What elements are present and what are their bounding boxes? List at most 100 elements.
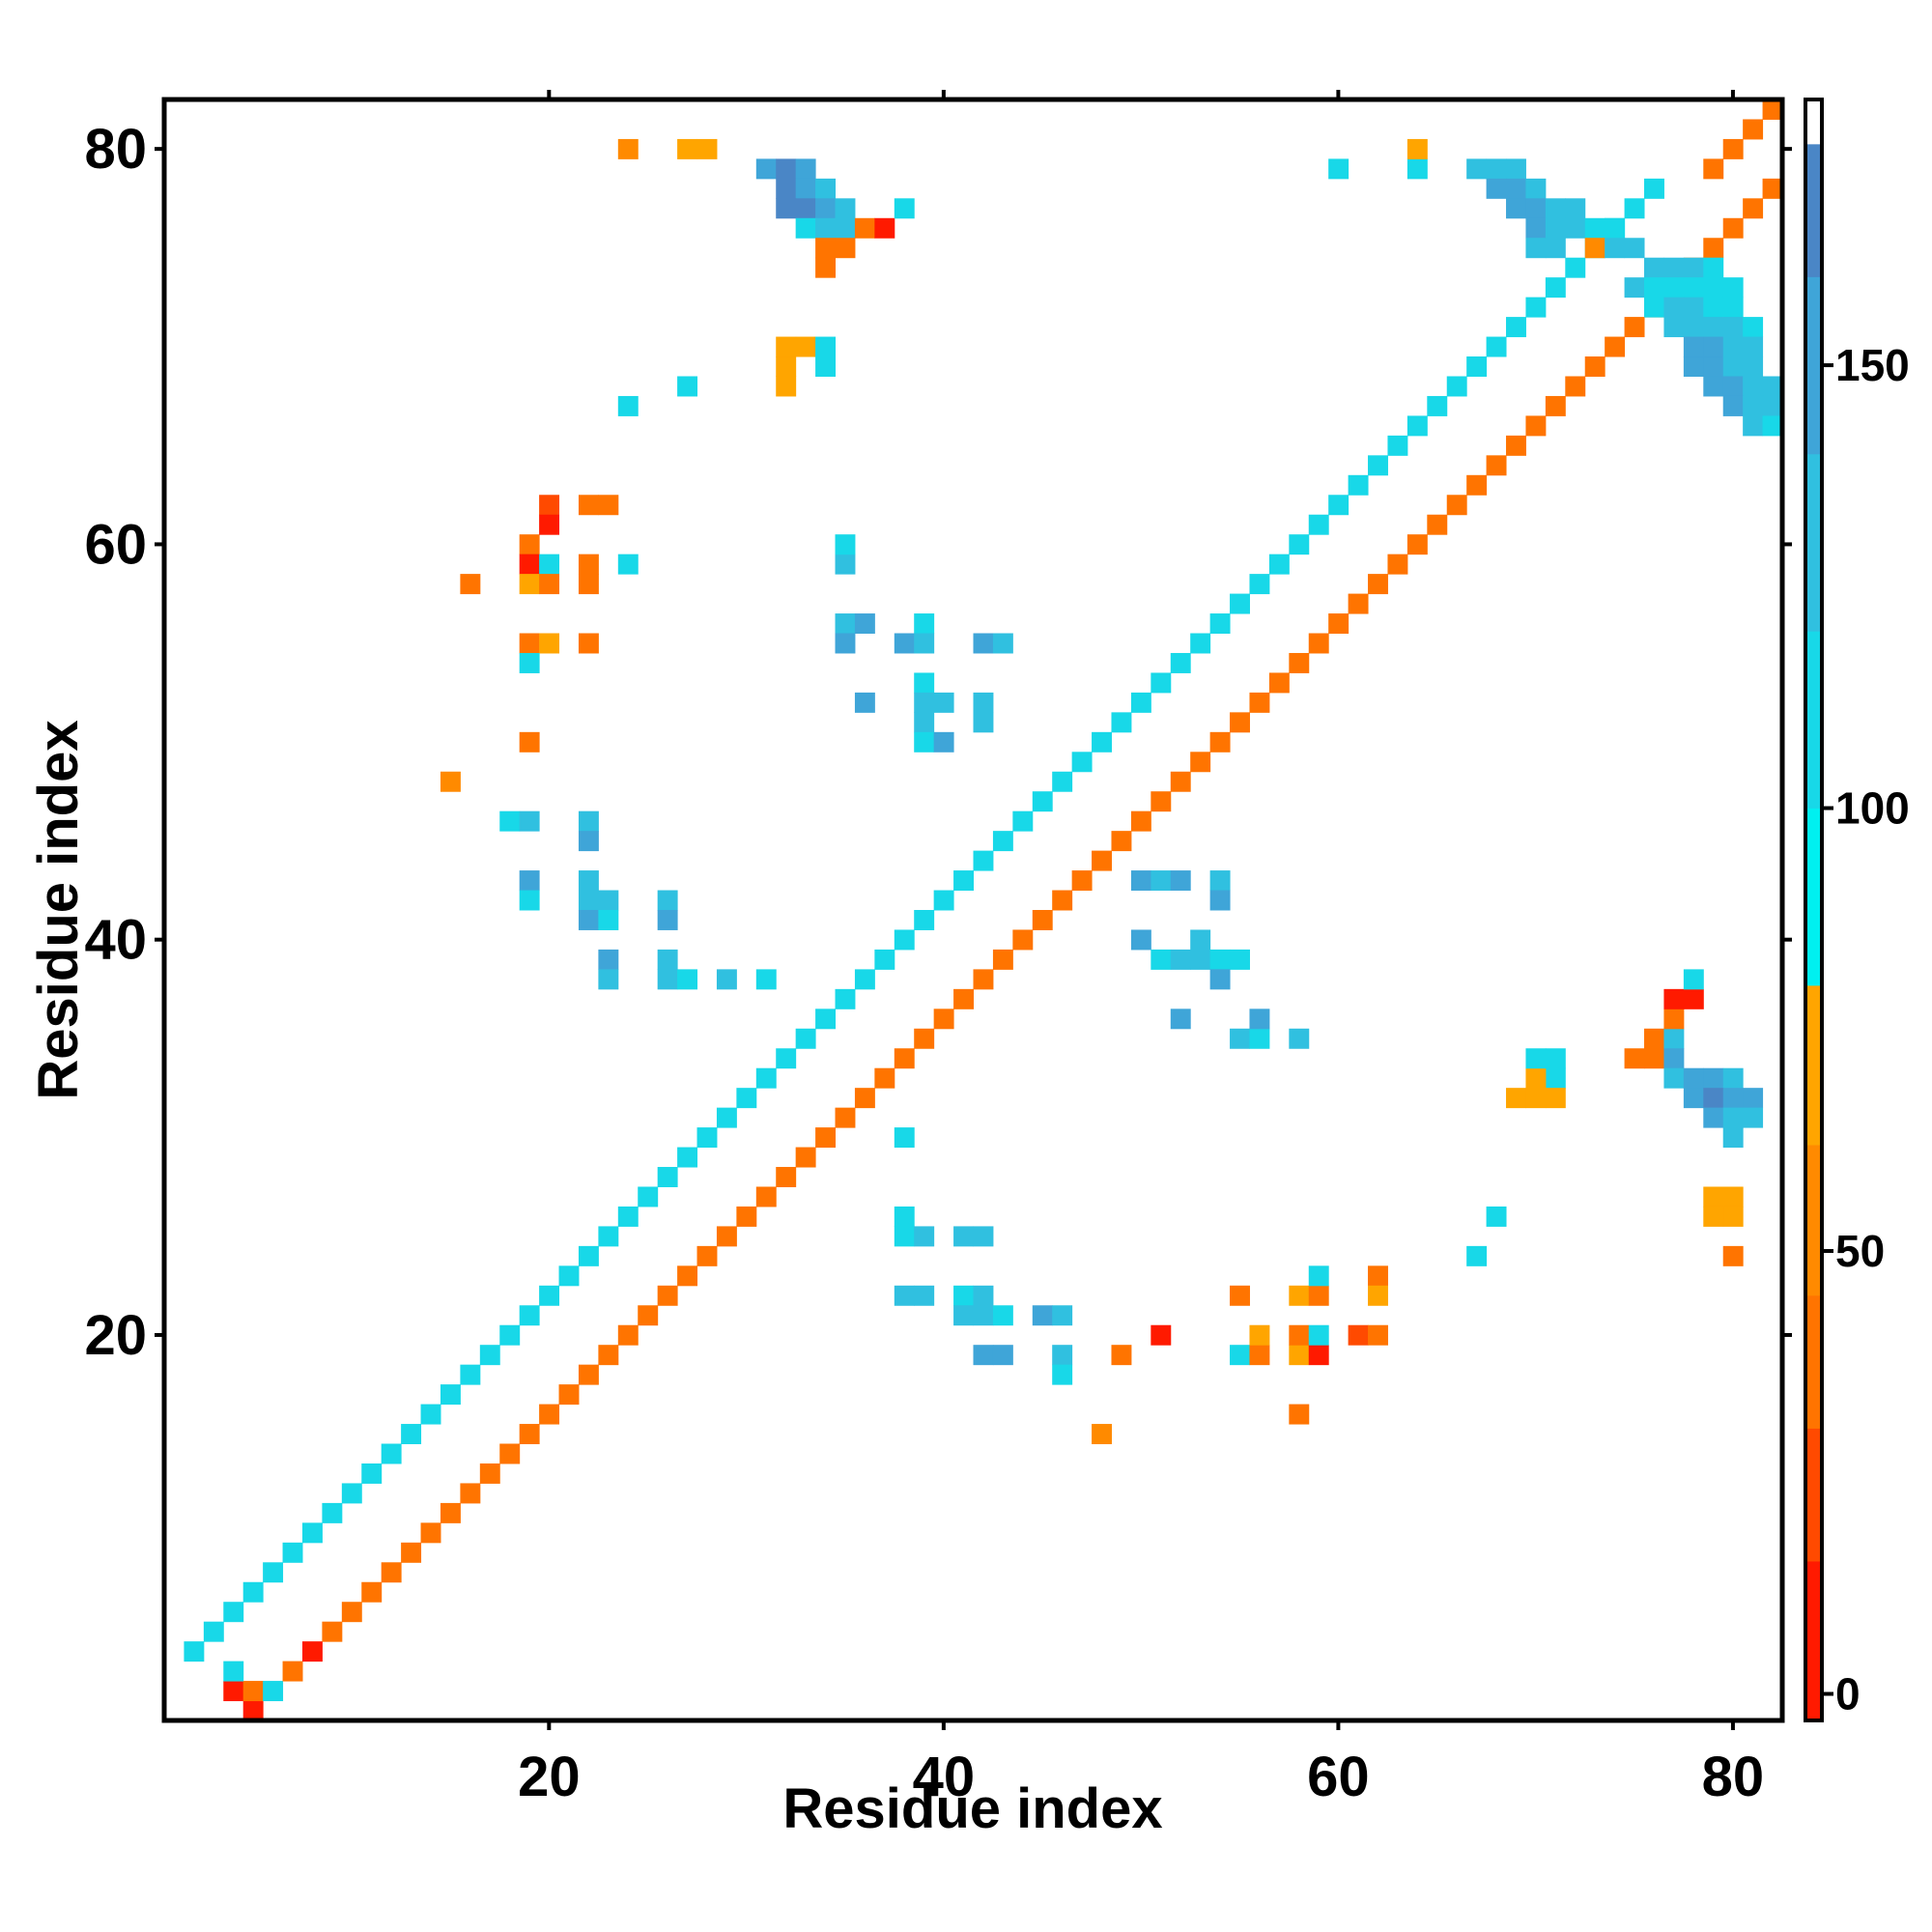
heatmap-cell [1565, 257, 1586, 278]
heatmap-cell [558, 1384, 580, 1406]
heatmap-cell [815, 1127, 837, 1149]
heatmap-cell [657, 890, 678, 911]
heatmap-cell [677, 1147, 698, 1168]
heatmap-cell [1663, 277, 1685, 298]
heatmap-cell [696, 1127, 718, 1149]
heatmap-cell [1032, 791, 1053, 812]
heatmap-cell [776, 336, 797, 357]
heatmap-cell [914, 613, 935, 635]
heatmap-cell [1209, 890, 1231, 911]
heatmap-cell [835, 1107, 856, 1128]
heatmap-cell [1130, 810, 1151, 832]
heatmap-cell [815, 238, 837, 259]
heatmap-cell [1446, 495, 1467, 516]
heatmap-cell [1703, 1107, 1724, 1128]
heatmap-cell [322, 1621, 343, 1642]
heatmap-cell [973, 1345, 994, 1366]
heatmap-cell [677, 376, 698, 397]
heatmap-cell [578, 633, 599, 654]
heatmap-cell [1545, 1067, 1566, 1089]
heatmap-cell [1624, 1048, 1645, 1069]
heatmap-cell [539, 633, 560, 654]
heatmap-cell [519, 652, 540, 673]
heatmap-cell [815, 356, 837, 377]
heatmap-cell [1644, 257, 1664, 278]
heatmap-cell [1466, 1245, 1488, 1266]
heatmap-cell [341, 1483, 362, 1504]
heatmap-cell [894, 633, 915, 654]
heatmap-cell [1743, 376, 1764, 397]
heatmap-cell [1525, 217, 1547, 239]
heatmap-cell [776, 1167, 797, 1187]
heatmap-cell [1486, 455, 1507, 476]
heatmap-cell [854, 969, 875, 990]
heatmap-cell [1722, 217, 1744, 239]
heatmap-cell [1209, 731, 1231, 753]
heatmap-cell [1565, 376, 1586, 397]
heatmap-cell [1466, 158, 1488, 180]
heatmap-cell [519, 534, 540, 555]
heatmap-cell [578, 890, 599, 911]
colorbar-band [1807, 1294, 1820, 1429]
heatmap-cell [795, 178, 816, 199]
heatmap-cell [914, 1285, 935, 1306]
heatmap-cell [1427, 514, 1448, 535]
heatmap-cell [1722, 1245, 1744, 1266]
heatmap-cell [617, 554, 639, 575]
plot-frame [161, 97, 1785, 1723]
heatmap-cell [1545, 217, 1566, 239]
heatmap-cell [1230, 1028, 1250, 1049]
heatmap-cell [519, 633, 540, 654]
heatmap-cell [1130, 929, 1151, 951]
heatmap-cell [776, 178, 797, 199]
heatmap-cell [1743, 415, 1764, 437]
heatmap-cell [1506, 198, 1526, 219]
heatmap-cell [1368, 1285, 1388, 1306]
heatmap-cell [1703, 1067, 1724, 1089]
heatmap-cell [1111, 1345, 1132, 1366]
heatmap-cell [460, 1483, 481, 1504]
heatmap-cell [1762, 376, 1783, 397]
heatmap-cell [874, 949, 895, 970]
y-tick-label: 60 [84, 513, 147, 576]
heatmap-cell [1170, 949, 1191, 970]
heatmap-cell [1406, 158, 1428, 180]
heatmap-cell [1289, 1404, 1310, 1425]
heatmap-cell [1249, 1009, 1270, 1030]
heatmap-cell [992, 633, 1013, 654]
heatmap-cell [1722, 1127, 1744, 1149]
heatmap-cell [1584, 356, 1605, 377]
colorbar-band [1807, 1428, 1820, 1562]
heatmap-cell [598, 1226, 619, 1247]
heatmap-cell [835, 554, 856, 575]
heatmap-cell [1743, 356, 1764, 377]
heatmap-cell [460, 1364, 481, 1385]
heatmap-cell [1722, 277, 1744, 298]
heatmap-cell [716, 1226, 737, 1247]
heatmap-cell [1644, 277, 1664, 298]
heatmap-cell [1683, 277, 1704, 298]
y-tick-label: 20 [84, 1304, 147, 1367]
heatmap-cell [1624, 238, 1645, 259]
heatmap-cell [755, 1186, 777, 1208]
x-tick-label: 60 [1307, 1746, 1370, 1808]
heatmap-cell [1663, 1028, 1685, 1049]
heatmap-cell [1092, 731, 1112, 753]
heatmap-cell [815, 257, 837, 278]
heatmap-cell [776, 158, 797, 180]
heatmap-cell [1308, 514, 1329, 535]
heatmap-cell [1406, 415, 1428, 437]
heatmap-cell [242, 1700, 264, 1721]
heatmap-cell [242, 1681, 264, 1702]
heatmap-cell [1230, 1285, 1250, 1306]
heatmap-cell [755, 1067, 777, 1089]
heatmap-cell [1209, 613, 1231, 635]
heatmap-cell [1722, 1186, 1744, 1208]
heatmap-cell [1170, 771, 1191, 792]
heatmap-cell [420, 1404, 441, 1425]
heatmap-cell [1486, 336, 1507, 357]
heatmap-cell [677, 138, 698, 159]
heatmap-cell [519, 574, 540, 595]
heatmap-cell [1368, 574, 1388, 595]
heatmap-cell [835, 198, 856, 219]
